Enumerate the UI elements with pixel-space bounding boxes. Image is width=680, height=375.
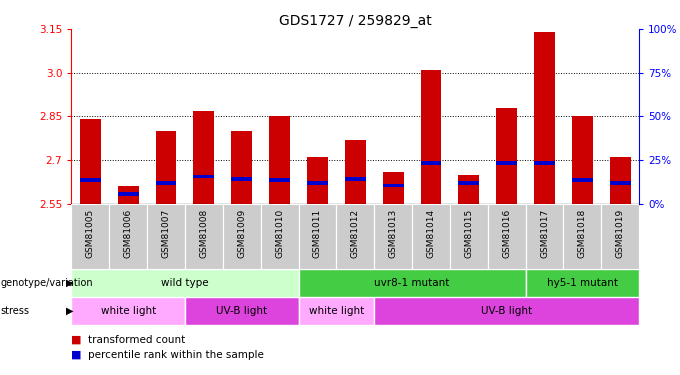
Bar — [458, 175, 479, 204]
Bar — [307, 181, 328, 185]
Bar — [71, 297, 185, 325]
Bar — [307, 158, 328, 204]
Bar — [564, 204, 601, 269]
Bar — [383, 184, 403, 188]
Text: GSM81007: GSM81007 — [162, 209, 171, 258]
Text: UV-B light: UV-B light — [481, 306, 532, 316]
Bar — [147, 204, 185, 269]
Bar — [299, 297, 374, 325]
Bar — [299, 204, 337, 269]
Bar — [156, 131, 176, 204]
Text: GSM81005: GSM81005 — [86, 209, 95, 258]
Text: GSM81015: GSM81015 — [464, 209, 473, 258]
Bar — [80, 119, 101, 204]
Bar — [345, 177, 366, 181]
Text: GSM81012: GSM81012 — [351, 209, 360, 258]
Text: GSM81010: GSM81010 — [275, 209, 284, 258]
Text: uvr8-1 mutant: uvr8-1 mutant — [375, 278, 449, 288]
Bar — [610, 158, 630, 204]
Bar — [534, 161, 555, 165]
Bar — [526, 204, 564, 269]
Text: GSM81014: GSM81014 — [426, 209, 435, 258]
Bar — [231, 131, 252, 204]
Text: white light: white light — [101, 306, 156, 316]
Text: GSM81016: GSM81016 — [503, 209, 511, 258]
Bar — [231, 177, 252, 181]
Text: GSM81011: GSM81011 — [313, 209, 322, 258]
Bar — [80, 178, 101, 182]
Bar — [194, 174, 214, 178]
Text: ■: ■ — [71, 335, 82, 345]
Bar — [260, 204, 299, 269]
Bar — [601, 204, 639, 269]
Text: wild type: wild type — [161, 278, 209, 288]
Bar — [156, 181, 176, 185]
Text: GSM81019: GSM81019 — [616, 209, 625, 258]
Bar — [534, 32, 555, 204]
Text: hy5-1 mutant: hy5-1 mutant — [547, 278, 618, 288]
Bar — [269, 178, 290, 182]
Text: transformed count: transformed count — [88, 335, 186, 345]
Bar — [299, 269, 526, 297]
Bar — [374, 297, 639, 325]
Bar — [71, 269, 299, 297]
Bar — [412, 204, 450, 269]
Text: GSM81008: GSM81008 — [199, 209, 208, 258]
Bar — [118, 192, 139, 196]
Bar — [345, 140, 366, 204]
Text: GSM81018: GSM81018 — [578, 209, 587, 258]
Bar — [185, 204, 223, 269]
Bar — [496, 161, 517, 165]
Text: GSM81013: GSM81013 — [389, 209, 398, 258]
Bar — [118, 186, 139, 204]
Bar — [488, 204, 526, 269]
Text: percentile rank within the sample: percentile rank within the sample — [88, 350, 265, 360]
Text: genotype/variation: genotype/variation — [1, 278, 93, 288]
Bar — [71, 204, 109, 269]
Bar — [496, 108, 517, 204]
Text: stress: stress — [1, 306, 30, 316]
Text: white light: white light — [309, 306, 364, 316]
Text: ■: ■ — [71, 350, 82, 360]
Bar — [383, 172, 403, 204]
Bar — [572, 178, 593, 182]
Bar — [337, 204, 374, 269]
Bar — [458, 181, 479, 185]
Title: GDS1727 / 259829_at: GDS1727 / 259829_at — [279, 14, 432, 28]
Text: ▶: ▶ — [66, 278, 73, 288]
Bar — [610, 181, 630, 185]
Bar — [450, 204, 488, 269]
Text: GSM81006: GSM81006 — [124, 209, 133, 258]
Bar — [185, 297, 299, 325]
Bar — [223, 204, 260, 269]
Bar — [194, 111, 214, 204]
Bar — [572, 117, 593, 204]
Bar — [421, 70, 441, 204]
Bar — [374, 204, 412, 269]
Text: UV-B light: UV-B light — [216, 306, 267, 316]
Bar — [109, 204, 147, 269]
Text: GSM81017: GSM81017 — [540, 209, 549, 258]
Bar — [269, 117, 290, 204]
Bar — [421, 161, 441, 165]
Text: GSM81009: GSM81009 — [237, 209, 246, 258]
Text: ▶: ▶ — [66, 306, 73, 316]
Bar — [526, 269, 639, 297]
